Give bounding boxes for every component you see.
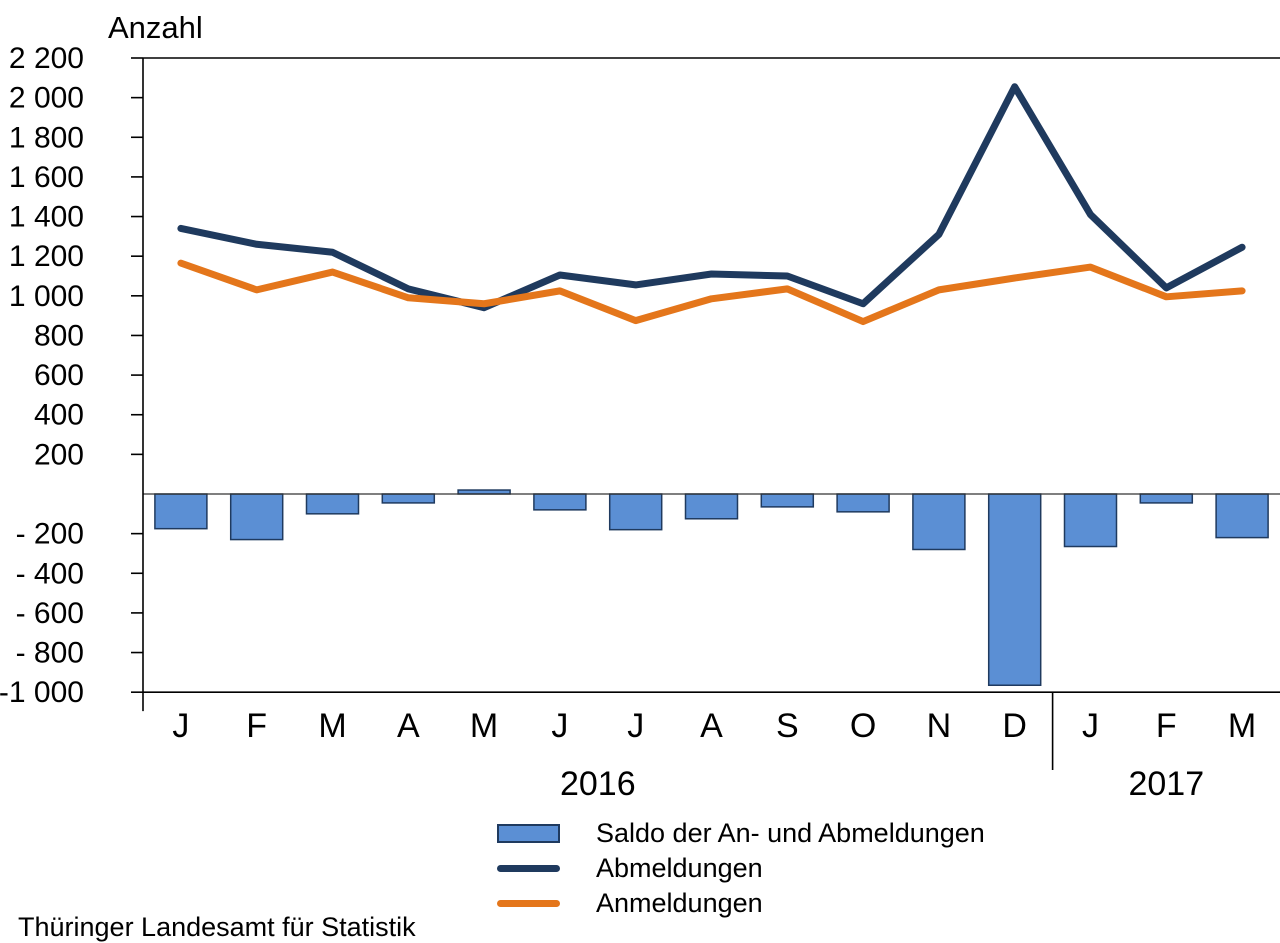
- month-label: J: [627, 707, 644, 745]
- saldo-bar: [836, 493, 890, 513]
- chart-plot: 2 200 2 000 1 800 1 600 1 400 1 200 1 000 800 60…: [0, 42, 1280, 803]
- month-label: A: [700, 707, 723, 745]
- y-tick-label: - 200: [16, 518, 84, 551]
- saldo-bar-swatch-icon: [497, 824, 560, 843]
- source-text: Thüringer Landesamt für Statistik: [18, 912, 416, 942]
- y-tick-label: 1 000: [9, 280, 84, 313]
- y-tick-label: - 400: [16, 557, 84, 590]
- y-tick-label: 800: [34, 319, 84, 352]
- y-tick-label: 2 200: [9, 42, 84, 75]
- saldo-bar: [229, 493, 284, 541]
- anmeldungen-line-swatch-icon: [497, 900, 560, 907]
- legend: Saldo der An- und Abmeldungen Abmeldunge…: [497, 818, 985, 918]
- y-tick-label: -1 000: [0, 676, 84, 709]
- legend-label: Saldo der An- und Abmeldungen: [596, 818, 985, 848]
- y-tick-label: 1 600: [9, 161, 84, 194]
- y-tick-label: 400: [34, 399, 84, 432]
- y-tick-label: 600: [34, 359, 84, 392]
- saldo-bar: [608, 493, 663, 531]
- saldo-bar: [912, 493, 966, 551]
- anmeldungen-line: [177, 259, 1246, 326]
- saldo-bar: [987, 493, 1042, 686]
- saldo-bar: [533, 493, 587, 511]
- abmeldungen-line-swatch-icon: [497, 865, 560, 872]
- legend-item-saldo: Saldo der An- und Abmeldungen: [497, 818, 985, 848]
- legend-label: Abmeldungen: [596, 853, 763, 883]
- month-label: F: [1156, 707, 1177, 745]
- month-label: J: [1082, 707, 1099, 745]
- saldo-bar: [1063, 493, 1118, 548]
- saldo-bar: [760, 493, 815, 508]
- month-label: M: [318, 707, 346, 745]
- month-label: D: [1002, 707, 1027, 745]
- y-tick-label: 200: [34, 438, 84, 471]
- year-label: 2016: [560, 765, 636, 803]
- y-tick-label: 1 200: [9, 240, 84, 273]
- month-label: F: [246, 707, 267, 745]
- legend-item-abmeldungen: Abmeldungen: [497, 853, 985, 883]
- saldo-bar: [305, 493, 360, 515]
- saldo-bar: [1139, 493, 1194, 504]
- legend-item-anmeldungen: Anmeldungen: [497, 888, 985, 918]
- saldo-bar: [684, 493, 739, 520]
- y-tick-label: - 800: [16, 637, 84, 670]
- saldo-bar: [1215, 493, 1269, 539]
- month-label: J: [172, 707, 189, 745]
- year-label: 2017: [1128, 765, 1204, 803]
- abmeldungen-line: [177, 83, 1246, 312]
- saldo-bar: [381, 493, 436, 504]
- month-label: N: [927, 707, 952, 745]
- y-tick-label: 1 400: [9, 201, 84, 234]
- legend-label: Anmeldungen: [596, 888, 763, 918]
- saldo-bar: [154, 493, 208, 530]
- month-label: O: [850, 707, 876, 745]
- y-tick-label: 2 000: [9, 82, 84, 115]
- month-label: A: [397, 707, 420, 745]
- month-label: J: [551, 707, 568, 745]
- month-label: M: [470, 707, 498, 745]
- month-label: S: [776, 707, 799, 745]
- y-tick-label: - 600: [16, 597, 84, 630]
- month-label: M: [1228, 707, 1256, 745]
- y-tick-label: 1 800: [9, 121, 84, 154]
- y-axis-title: Anzahl: [108, 10, 203, 45]
